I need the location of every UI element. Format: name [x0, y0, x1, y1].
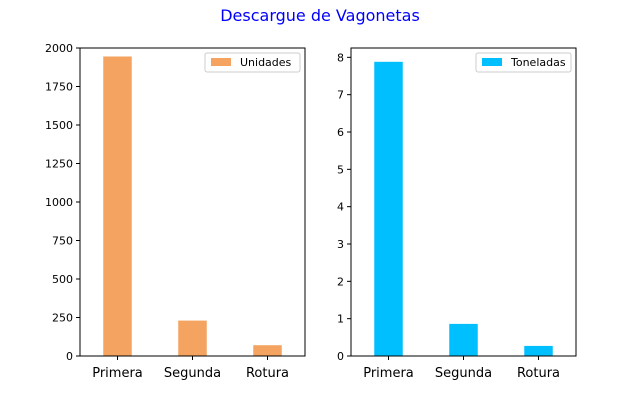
y-tick-label: 6 [337, 126, 344, 139]
y-tick-label: 7 [337, 89, 344, 102]
y-tick-label: 0 [337, 350, 344, 363]
legend-label: Toneladas [510, 56, 566, 69]
toneladas-chart-panel: 0 1 2 3 4 5 6 7 8 Primera Segunda Rotura Toneladas [337, 47, 577, 381]
y-tick-label: 1250 [45, 158, 73, 171]
y-tick-label: 5 [337, 163, 344, 176]
bar-primera [374, 61, 403, 357]
y-tick-label: 750 [52, 235, 73, 248]
y-tick-label: 2000 [45, 42, 73, 55]
y-tick-label: 250 [52, 312, 73, 325]
y-tick-label: 0 [66, 350, 73, 363]
bar-segunda [178, 320, 207, 356]
unidades-chart-panel: 0 250 500 750 1000 1250 1500 1750 2000 Primera Seg… [45, 42, 306, 381]
x-tick-label: Primera [92, 366, 143, 381]
y-tick-label: 500 [52, 273, 73, 286]
bar-rotura [253, 345, 282, 356]
y-tick-label: 1 [337, 313, 344, 326]
y-tick-label: 4 [337, 201, 344, 214]
bar-rotura [524, 345, 553, 356]
y-tick-label: 2 [337, 275, 344, 288]
y-tick-label: 1000 [45, 196, 73, 209]
chart-title: Descargue de Vagonetas [220, 6, 420, 25]
legend: Unidades [204, 52, 301, 73]
legend-label: Unidades [240, 56, 292, 69]
y-tick-label: 1750 [45, 81, 73, 94]
bar-segunda [449, 323, 478, 356]
y-tick-label: 8 [337, 51, 344, 64]
bar-primera [103, 56, 132, 356]
x-tick-label: Rotura [517, 366, 560, 381]
legend-swatch [211, 58, 231, 66]
x-tick-label: Primera [363, 366, 414, 381]
y-tick-label: 3 [337, 238, 344, 251]
legend-swatch [482, 58, 502, 66]
y-tick-label: 1500 [45, 119, 73, 132]
x-tick-label: Segunda [435, 366, 492, 381]
x-tick-label: Segunda [164, 366, 221, 381]
x-tick-label: Rotura [246, 366, 289, 381]
legend: Toneladas [475, 52, 572, 73]
